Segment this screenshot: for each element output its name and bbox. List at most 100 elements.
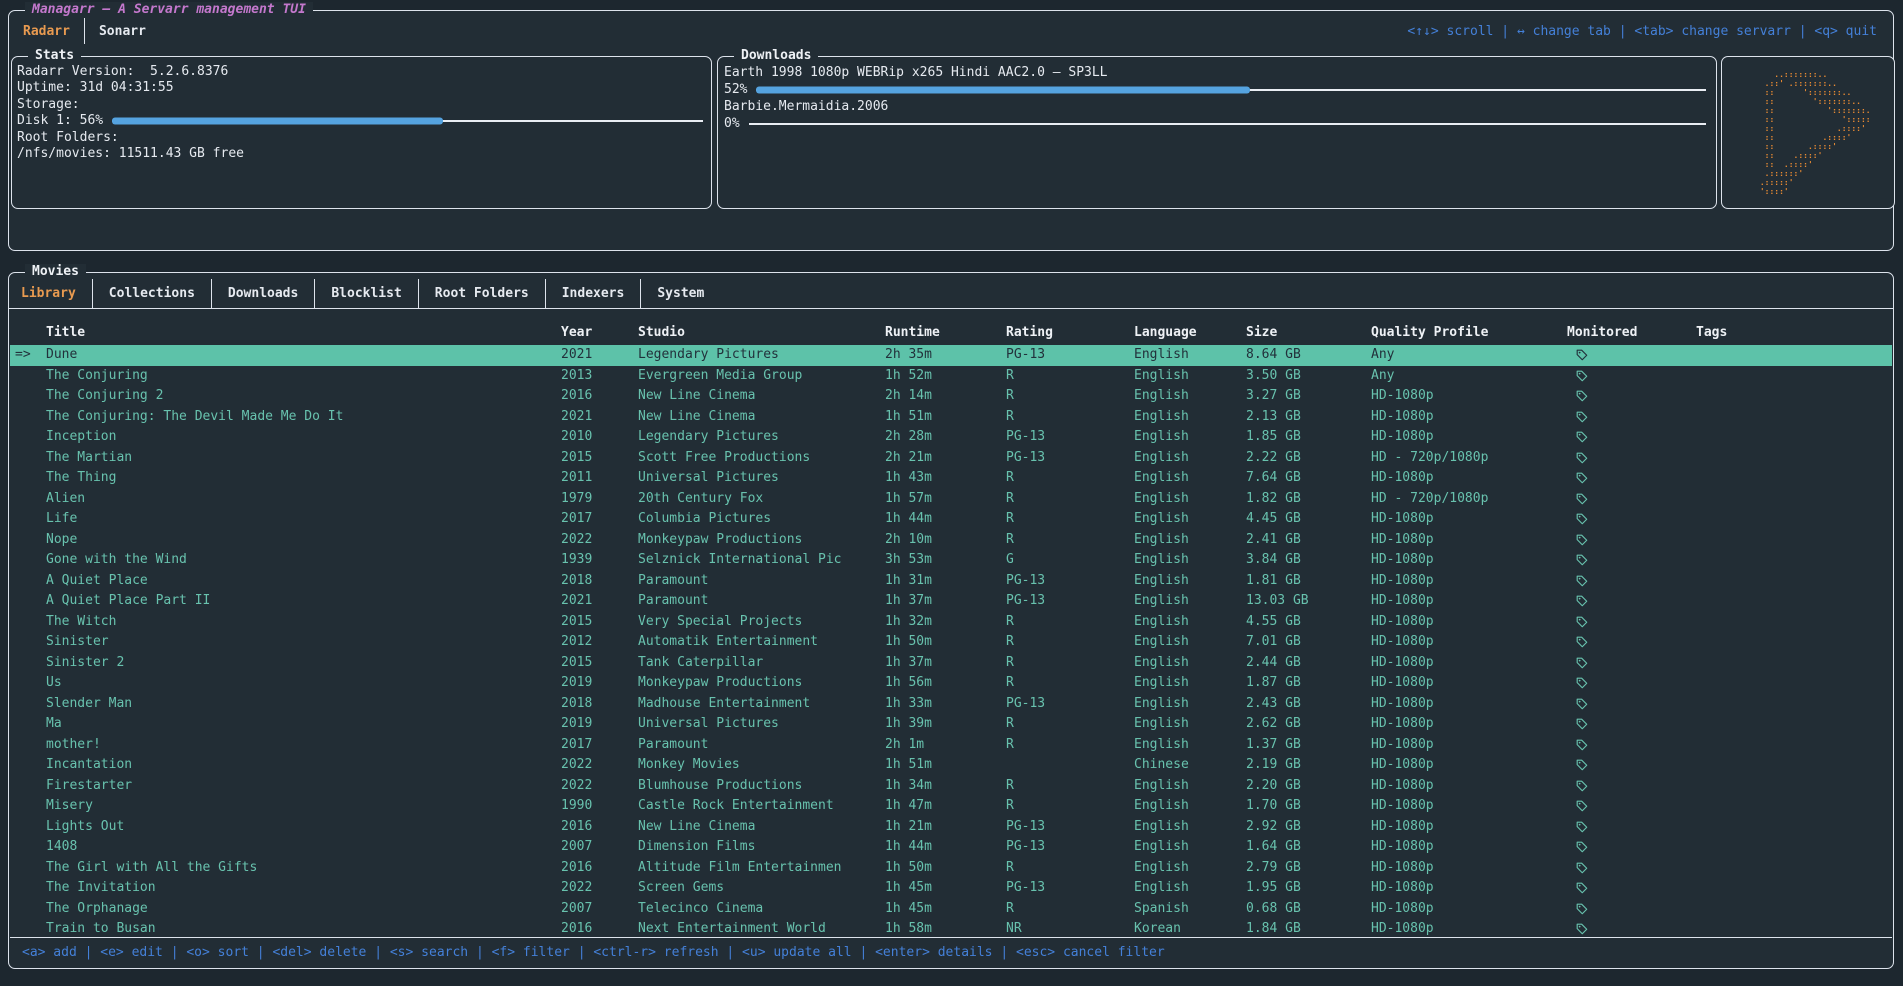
movies-tab[interactable]: System xyxy=(624,279,704,308)
cell-studio: Columbia Pictures xyxy=(638,511,772,526)
table-row[interactable]: The Invitation 2022 Screen Gems 1h 45m P… xyxy=(10,878,1892,899)
table-row[interactable]: The Martian 2015 Scott Free Productions … xyxy=(10,448,1892,469)
selection-marker xyxy=(10,386,46,407)
table-row[interactable]: Sinister 2 2015 Tank Caterpillar 1h 37m … xyxy=(10,653,1892,674)
cell-title: The Witch xyxy=(46,613,117,629)
cell-language: English xyxy=(1134,695,1189,711)
table-row[interactable]: Train to Busan 2016 Next Entertainment W… xyxy=(10,919,1892,940)
selection-marker xyxy=(10,550,46,571)
tag-icon xyxy=(1576,370,1588,382)
movies-tab[interactable]: Collections xyxy=(76,279,195,308)
cell-year: 2015 xyxy=(561,449,593,465)
cell-size: 2.43 GB xyxy=(1246,695,1301,711)
table-row[interactable]: Sinister 2012 Automatik Entertainment 1h… xyxy=(10,632,1892,653)
cell-year: 2019 xyxy=(561,716,593,731)
cell-studio: Next Entertainment World xyxy=(638,921,826,936)
table-row[interactable]: Lights Out 2016 New Line Cinema 1h 21m P… xyxy=(10,817,1892,838)
table-row[interactable]: Incantation 2022 Monkey Movies 1h 51m Ch… xyxy=(10,755,1892,776)
cell-size: 2.92 GB xyxy=(1246,818,1301,834)
table-row[interactable]: The Orphanage 2007 Telecinco Cinema 1h 4… xyxy=(10,899,1892,920)
cell-language: English xyxy=(1134,798,1189,813)
cell-size: 2.79 GB xyxy=(1246,859,1301,875)
movies-table-body: => Dune 2021 Legendary Pictures 2h 35m P… xyxy=(10,345,1892,940)
table-row[interactable]: The Thing 2011 Universal Pictures 1h 43m… xyxy=(10,468,1892,489)
selection-marker xyxy=(10,837,46,858)
tag-icon xyxy=(1576,636,1588,648)
cell-size: 3.27 GB xyxy=(1246,388,1301,403)
cell-monitored xyxy=(1567,735,1696,756)
table-row[interactable]: The Conjuring: The Devil Made Me Do It 2… xyxy=(10,407,1892,428)
table-row[interactable]: Misery 1990 Castle Rock Entertainment 1h… xyxy=(10,796,1892,817)
cell-monitored xyxy=(1567,673,1696,694)
cell-rating: R xyxy=(1006,900,1014,916)
column-header: Year xyxy=(561,325,593,340)
cell-rating: PG-13 xyxy=(1006,695,1046,711)
cell-size: 1.37 GB xyxy=(1246,736,1301,752)
cell-language: Chinese xyxy=(1134,757,1189,772)
cell-tags xyxy=(1696,878,1892,899)
cell-monitored xyxy=(1567,632,1696,653)
movies-tab[interactable]: Blocklist xyxy=(298,279,402,308)
gauge-fill xyxy=(112,117,443,125)
table-row[interactable]: mother! 2017 Paramount 2h 1m R English 1… xyxy=(10,735,1892,756)
cell-rating: G xyxy=(1006,552,1014,567)
cell-runtime: 2h 28m xyxy=(885,429,932,444)
movies-tab[interactable]: Indexers xyxy=(529,279,624,308)
table-row[interactable]: The Conjuring 2013 Evergreen Media Group… xyxy=(10,366,1892,387)
table-row[interactable]: The Conjuring 2 2016 New Line Cinema 2h … xyxy=(10,386,1892,407)
cell-runtime: 2h 35m xyxy=(885,347,932,362)
table-row[interactable]: Inception 2010 Legendary Pictures 2h 28m… xyxy=(10,427,1892,448)
cell-monitored xyxy=(1567,530,1696,551)
tab-separator xyxy=(83,18,85,44)
table-row[interactable]: => Dune 2021 Legendary Pictures 2h 35m P… xyxy=(10,345,1892,366)
table-row[interactable]: A Quiet Place 2018 Paramount 1h 31m PG-1… xyxy=(10,571,1892,592)
uptime: Uptime: 31d 04:31:55 xyxy=(17,80,174,96)
movies-tab[interactable]: Root Folders xyxy=(402,279,529,308)
tag-icon xyxy=(1576,472,1588,484)
table-row[interactable]: Nope 2022 Monkeypaw Productions 2h 10m R… xyxy=(10,530,1892,551)
cell-runtime: 1h 52m xyxy=(885,367,932,383)
table-row[interactable]: Gone with the Wind 1939 Selznick Interna… xyxy=(10,550,1892,571)
selection-marker xyxy=(10,632,46,653)
tag-icon xyxy=(1576,698,1588,710)
table-row[interactable]: Ma 2019 Universal Pictures 1h 39m R Engl… xyxy=(10,714,1892,735)
cell-tags xyxy=(1696,817,1892,838)
movies-tab[interactable]: Library xyxy=(21,279,76,308)
table-row[interactable]: The Witch 2015 Very Special Projects 1h … xyxy=(10,612,1892,633)
table-row[interactable]: Us 2019 Monkeypaw Productions 1h 56m R E… xyxy=(10,673,1892,694)
tag-icon xyxy=(1576,431,1588,443)
cell-studio: Legendary Pictures xyxy=(638,347,779,362)
selection-marker xyxy=(10,878,46,899)
cell-tags xyxy=(1696,673,1892,694)
table-row[interactable]: The Girl with All the Gifts 2016 Altitud… xyxy=(10,858,1892,879)
cell-studio: Monkeypaw Productions xyxy=(638,675,803,690)
cell-runtime: 1h 33m xyxy=(885,695,932,711)
tag-icon xyxy=(1576,534,1588,546)
table-row[interactable]: 1408 2007 Dimension Films 1h 44m PG-13 E… xyxy=(10,837,1892,858)
table-row[interactable]: Firestarter 2022 Blumhouse Productions 1… xyxy=(10,776,1892,797)
cell-rating: PG-13 xyxy=(1006,429,1046,444)
column-header: Tags xyxy=(1696,325,1728,340)
cell-year: 2012 xyxy=(561,634,593,649)
tag-icon xyxy=(1576,759,1588,771)
tab-separator xyxy=(640,279,642,308)
cell-language: Spanish xyxy=(1134,900,1189,916)
cell-language: English xyxy=(1134,593,1189,608)
cell-year: 2022 xyxy=(561,880,593,895)
servarr-tab[interactable]: Sonarr xyxy=(70,18,146,44)
tag-icon xyxy=(1576,882,1588,894)
table-row[interactable]: Life 2017 Columbia Pictures 1h 44m R Eng… xyxy=(10,509,1892,530)
cell-quality-profile: HD-1080p xyxy=(1371,429,1434,444)
table-row[interactable]: A Quiet Place Part II 2021 Paramount 1h … xyxy=(10,591,1892,612)
table-row[interactable]: Slender Man 2018 Madhouse Entertainment … xyxy=(10,694,1892,715)
cell-studio: New Line Cinema xyxy=(638,408,756,424)
servarr-tab[interactable]: Radarr xyxy=(23,18,70,44)
selection-marker xyxy=(10,817,46,838)
movies-tab[interactable]: Downloads xyxy=(195,279,298,308)
cell-year: 2017 xyxy=(561,511,593,526)
cell-rating: R xyxy=(1006,654,1014,670)
cell-language: English xyxy=(1134,449,1189,465)
cell-tags xyxy=(1696,591,1892,612)
cell-rating: R xyxy=(1006,716,1014,731)
table-row[interactable]: Alien 1979 20th Century Fox 1h 57m R Eng… xyxy=(10,489,1892,510)
